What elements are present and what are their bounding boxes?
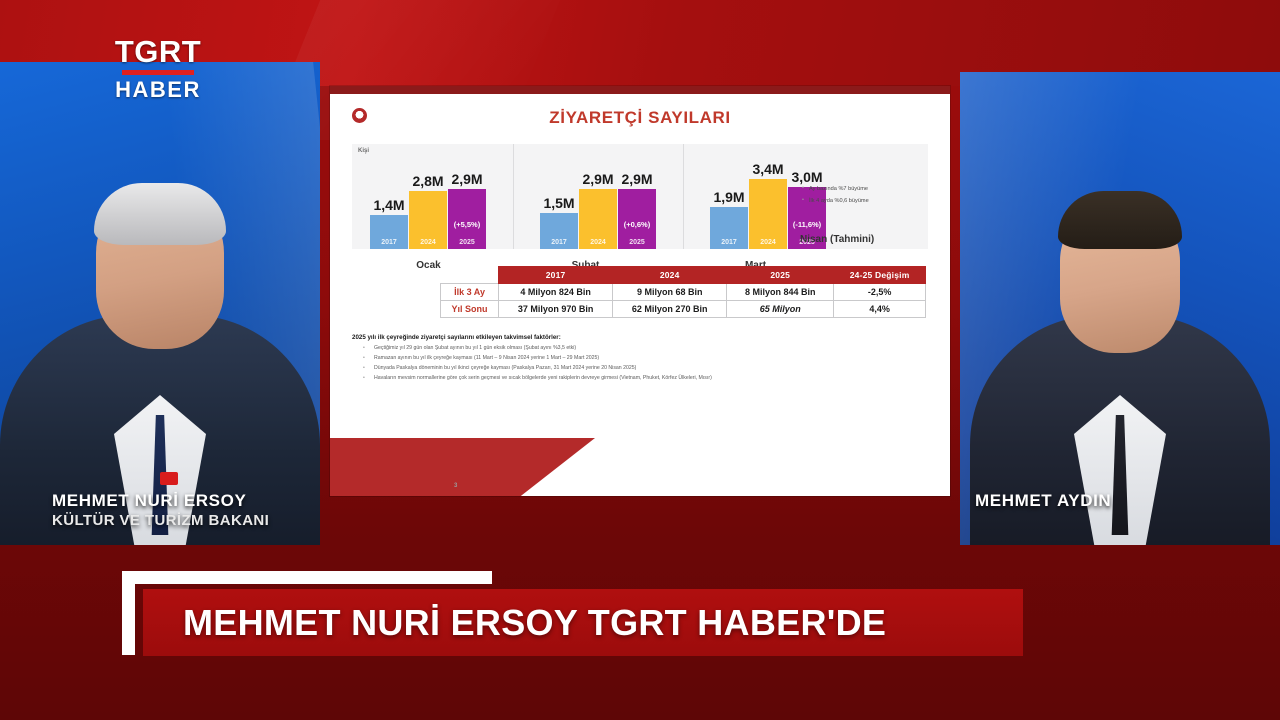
footnote-item: Geçtiğimiz yıl 29 gün olan Şubat ayının … — [363, 345, 922, 352]
ministry-label-line2: BAKANLIĞI — [382, 112, 418, 119]
table-row-label-ilk3ay: İlk 3 Ay — [439, 283, 500, 301]
chart-group-label-ocak: Ocak — [416, 260, 441, 271]
tie-right — [1111, 415, 1129, 535]
table-row: İlk 3 Ay 4 Milyon 824 Bin 9 Milyon 68 Bi… — [439, 283, 926, 301]
presentation-slide[interactable]: ZİYARETÇİ SAYILARI Kişi 1,4M 2017 2,8M 2… — [330, 86, 950, 496]
bar-ocak-2017: 1,4M 2017 — [370, 197, 408, 249]
bar-subat-2024: 2,9M 2024 — [579, 171, 617, 249]
bar-subat-2017: 1,5M 2017 — [540, 195, 578, 249]
headline-text: MEHMET NURİ ERSOY TGRT HABER'DE — [183, 602, 887, 643]
chart-group-ocak: 1,4M 2017 2,8M 2024 2,9M (+5,5%) 2025 Oc… — [370, 144, 487, 271]
chart-note-1: Ay bazında %7 büyüme — [802, 185, 920, 193]
host-name-right: MEHMET AYDIN — [975, 491, 1112, 510]
slide-title: ZİYARETÇİ SAYILARI — [549, 108, 731, 127]
ministry-label-line1: T.C. KÜLTÜR VE TURİZM — [382, 104, 457, 110]
nameplate-right: MEHMET AYDIN — [975, 491, 1112, 511]
ministry-ribbon — [330, 438, 595, 496]
footnote-item: Ramazan ayının bu yıl ilk çeyreğe kaymas… — [363, 355, 922, 362]
visitor-table: 2017 2024 2025 24-25 Değişim İlk 3 Ay 4 … — [439, 266, 926, 318]
headline-bracket — [122, 571, 492, 655]
bar-mart-2017: 1,9M 2017 — [710, 189, 748, 249]
guest-name-left: MEHMET NURİ ERSOY — [52, 491, 247, 510]
chart-groups: 1,4M 2017 2,8M 2024 2,9M (+5,5%) 2025 Oc… — [370, 144, 890, 271]
bar-mart-2024: 3,4M 2024 — [749, 161, 787, 249]
video-pane-left[interactable] — [0, 62, 320, 545]
table-row-label-yilsonu: Yıl Sonu — [439, 300, 500, 318]
chart-group-subat: 1,5M 2017 2,9M 2024 2,9M (+0,6%) 2025 Şu… — [513, 144, 657, 271]
cell-ilk3ay-2017: 4 Milyon 824 Bin — [498, 283, 614, 301]
cell-yilsonu-2025: 65 Milyon — [726, 300, 835, 318]
table-header-2025: 2025 — [726, 266, 835, 284]
chart-group-mart: 1,9M 2017 3,4M 2024 3,0M (-11,6%) 2025 M… — [683, 144, 827, 271]
chart-side-notes: Ay bazında %7 büyüme İlk 4 ayda %0,6 büy… — [762, 185, 920, 210]
chart-note-2: İlk 4 ayda %0,6 büyüme — [802, 197, 920, 205]
logo-underline — [122, 70, 194, 75]
cell-yilsonu-2017: 37 Milyon 970 Bin — [498, 300, 614, 318]
table-header-change: 24-25 Değişim — [833, 266, 926, 284]
chart-group-label-subat: Şubat — [571, 260, 600, 271]
ministry-label: T.C. KÜLTÜR VE TURİZM BAKANLIĞI — [382, 103, 457, 119]
headline-box — [143, 589, 1023, 656]
hair-right — [1058, 191, 1182, 249]
cell-ilk3ay-2025: 8 Milyon 844 Bin — [726, 283, 835, 301]
bar-ocak-2024: 2,8M 2024 — [409, 173, 447, 249]
footnote-item: Dünyada Paskalya döneminin bu yıl ikinci… — [363, 365, 922, 372]
footnote-item: Havaların mevsim normallerine göre çok s… — [363, 375, 922, 382]
bar-chart: Kişi 1,4M 2017 2,8M 2024 2,9M (+5,5%) — [352, 144, 928, 271]
bar-subat-2025: 2,9M (+0,6%) 2025 — [618, 171, 656, 249]
logo-text-haber: HABER — [115, 77, 201, 102]
guest-role-left: KÜLTÜR VE TURİZM BAKANI — [52, 511, 270, 529]
table-header-row: 2017 2024 2025 24-25 Değişim — [441, 266, 926, 284]
cell-yilsonu-2024: 62 Milyon 270 Bin — [612, 300, 728, 318]
channel-logo: TGRT HABER — [112, 36, 204, 101]
cell-yilsonu-change: 4,4% — [833, 300, 926, 318]
slide-footnotes: 2025 yılı ilk çeyreğinde ziyaretçi sayıl… — [352, 334, 922, 385]
footnote-title: 2025 yılı ilk çeyreğinde ziyaretçi sayıl… — [352, 334, 561, 341]
logo-text-tgrt: TGRT — [114, 34, 202, 69]
forecast-label: Nisan (Tahmini) — [800, 234, 875, 245]
chart-group-label-mart: Mart — [744, 260, 767, 271]
cell-ilk3ay-2024: 9 Milyon 68 Bin — [612, 283, 728, 301]
chart-axis-label: Kişi — [358, 148, 370, 154]
video-pane-right[interactable] — [960, 72, 1280, 545]
slide-page-number: 3 — [454, 483, 458, 489]
cell-ilk3ay-change: -2,5% — [833, 283, 926, 301]
nameplate-left: MEHMET NURİ ERSOY KÜLTÜR VE TURİZM BAKAN… — [52, 491, 270, 529]
flag-pin-icon — [160, 472, 178, 485]
table-row: Yıl Sonu 37 Milyon 970 Bin 62 Milyon 270… — [439, 300, 926, 318]
bar-ocak-2025: 2,9M (+5,5%) 2025 — [448, 171, 486, 249]
slide-top-band — [330, 86, 950, 94]
table-header-2017: 2017 — [498, 266, 614, 284]
table-header-2024: 2024 — [612, 266, 728, 284]
ministry-emblem-icon — [344, 100, 374, 130]
hair-left — [94, 183, 226, 245]
table-header-blank — [441, 267, 499, 284]
